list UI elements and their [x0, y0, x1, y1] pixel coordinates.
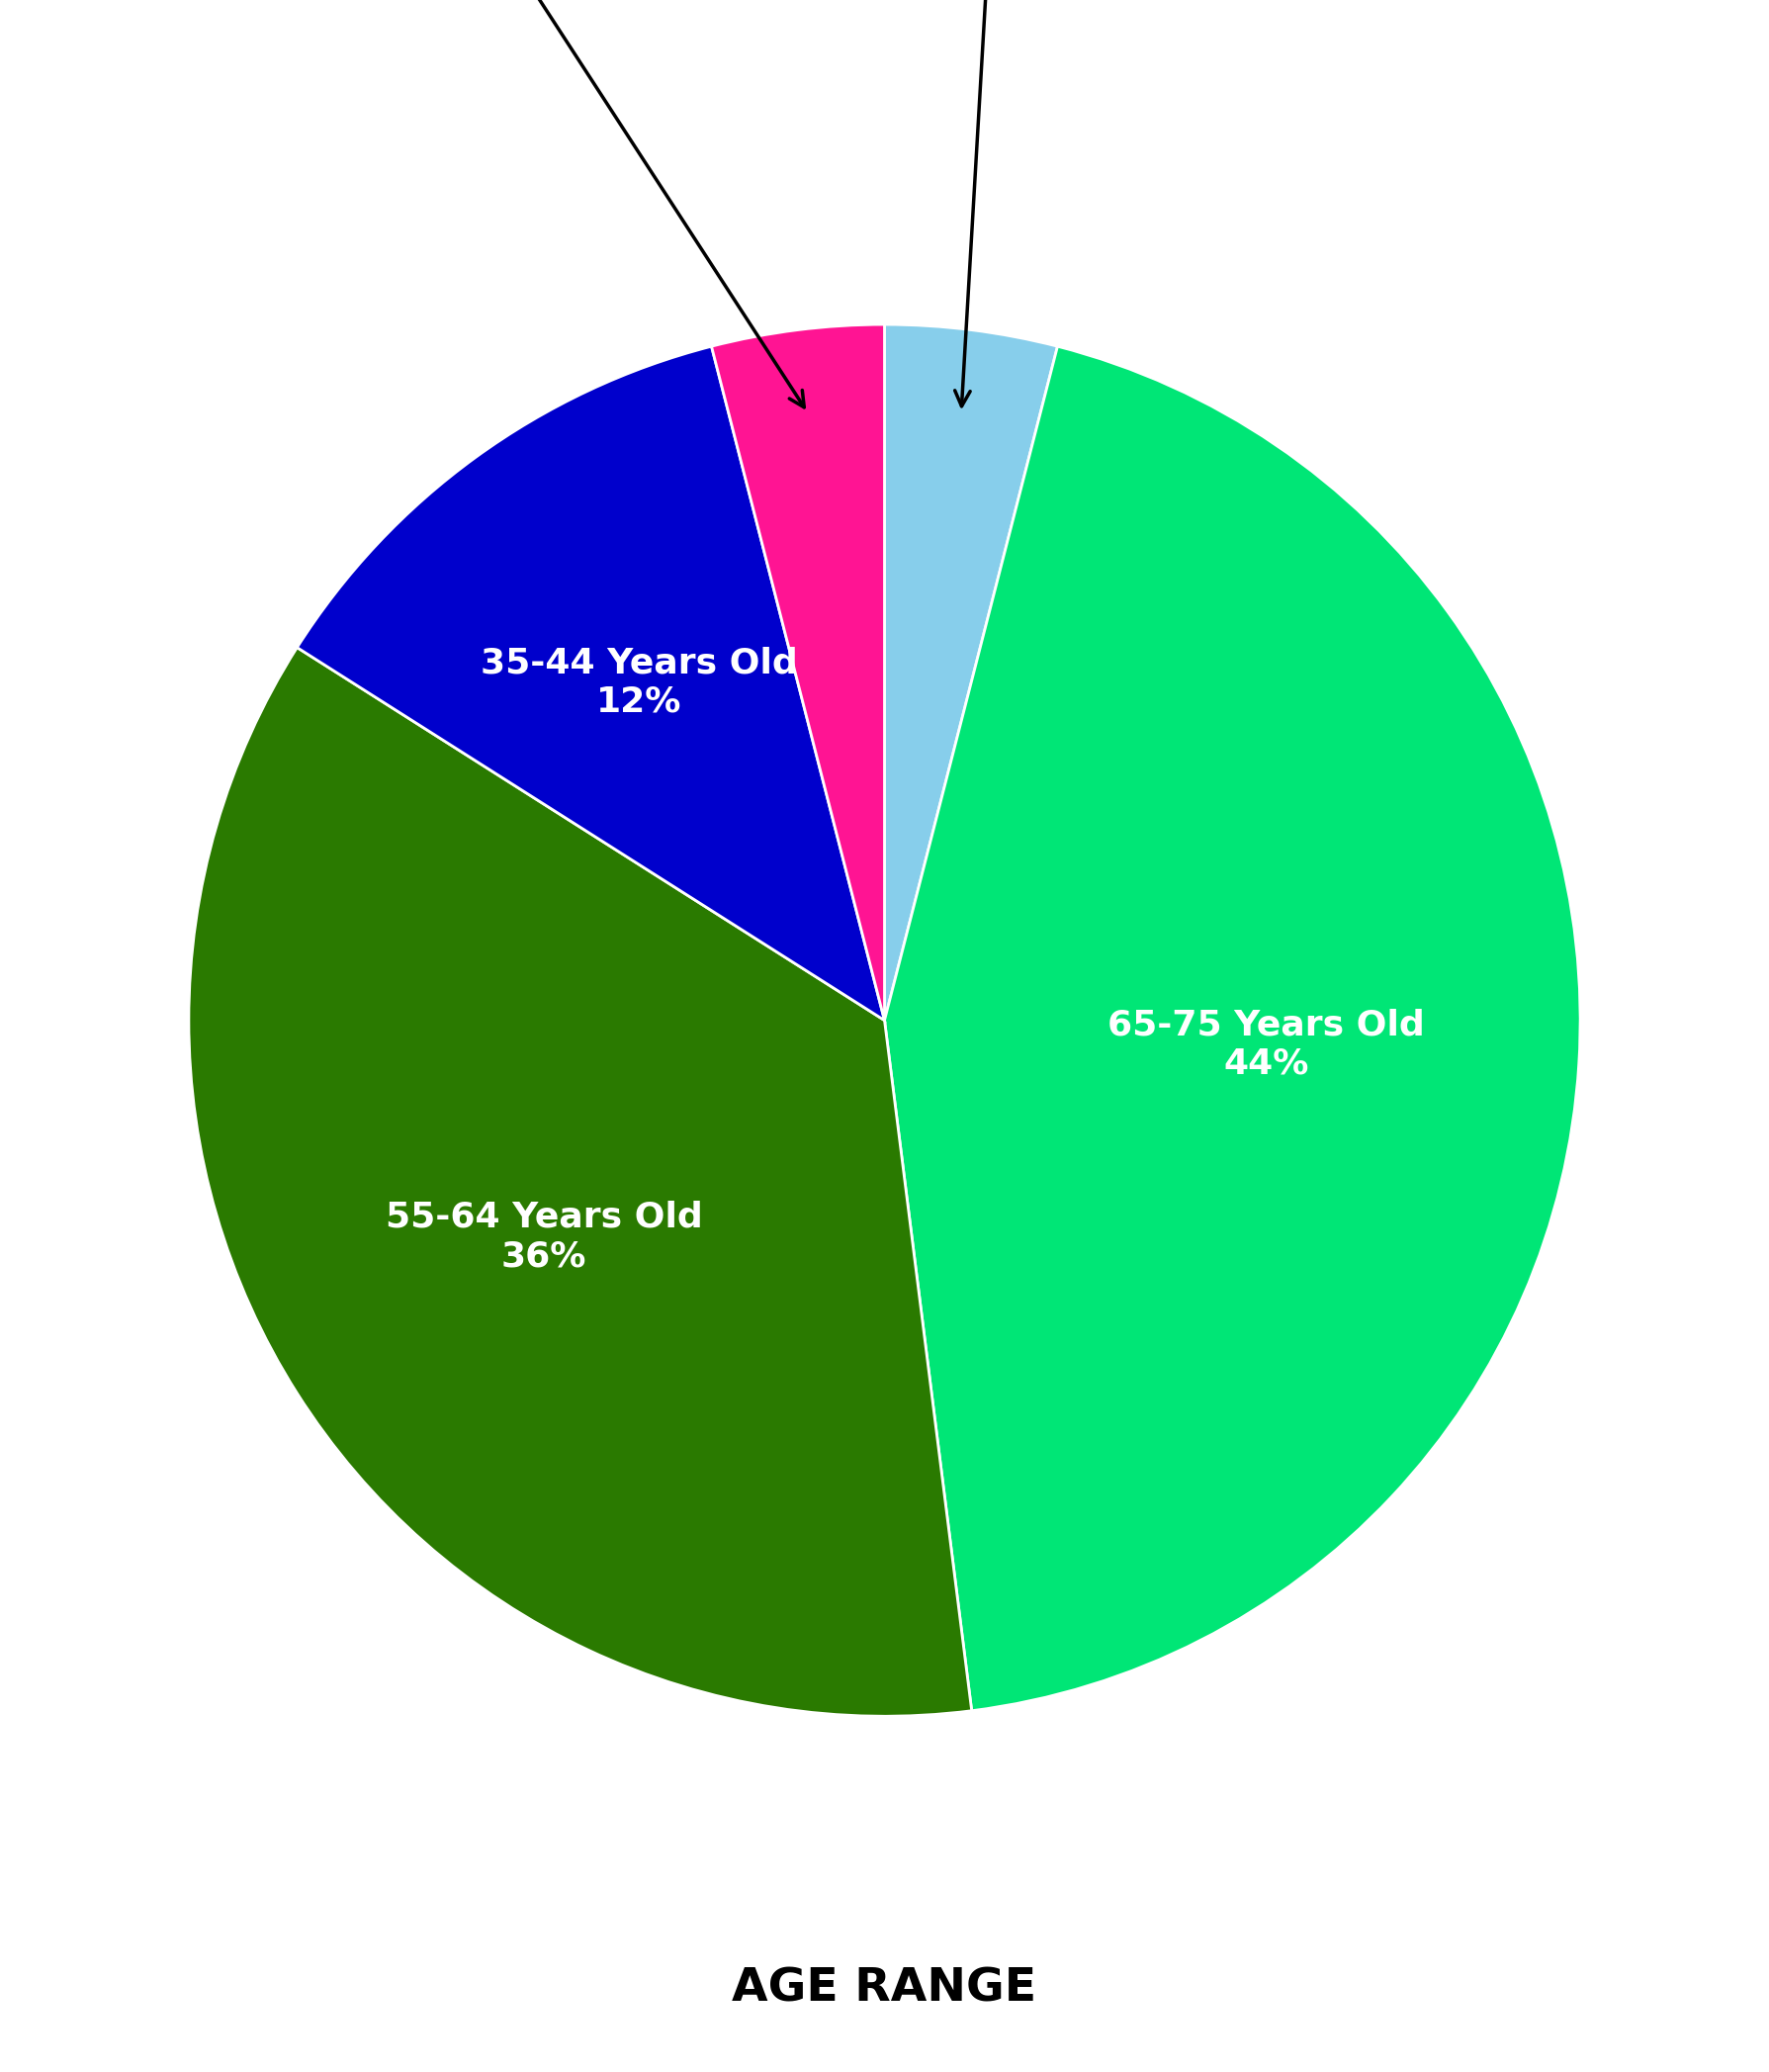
Text: 45-54 Years Old
4%: 45-54 Years Old 4%	[331, 0, 805, 408]
Text: 35-44 Years Old
12%: 35-44 Years Old 12%	[481, 646, 798, 719]
Text: 55-64 Years Old
36%: 55-64 Years Old 36%	[386, 1200, 702, 1272]
Wedge shape	[711, 325, 884, 1019]
Wedge shape	[884, 325, 1058, 1019]
Wedge shape	[297, 346, 884, 1019]
Text: 65-75 Years Old
44%: 65-75 Years Old 44%	[1107, 1009, 1426, 1082]
Wedge shape	[189, 646, 971, 1716]
Text: AGE RANGE: AGE RANGE	[732, 1966, 1037, 2012]
Text: 25-34 Years Old
4%: 25-34 Years Old 4%	[819, 0, 1159, 406]
Wedge shape	[884, 346, 1580, 1711]
